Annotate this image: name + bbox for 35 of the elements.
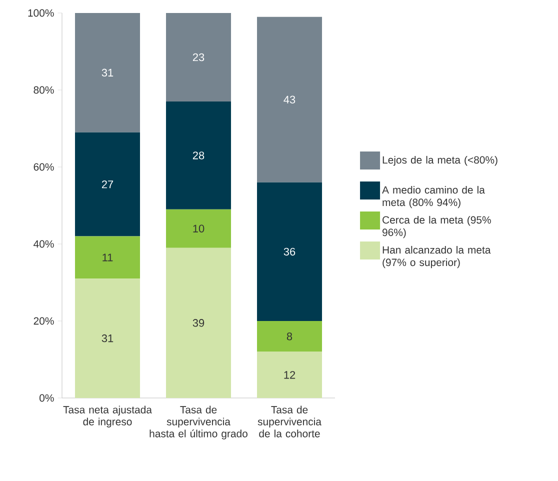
x-tick-label: Tasa de supervivencia de la cohorte bbox=[258, 406, 322, 438]
bar bbox=[75, 132, 140, 236]
bar bbox=[257, 182, 322, 321]
legend-label: A medio camino de la meta (80% 94%) bbox=[382, 186, 485, 208]
data-label: 28 bbox=[192, 152, 204, 160]
bar bbox=[75, 12, 140, 132]
y-tick-label: 80% bbox=[34, 86, 54, 94]
legend-label: Lejos de la meta (<80%) bbox=[382, 156, 498, 166]
bar bbox=[166, 248, 232, 398]
y-tick-label: 40% bbox=[34, 240, 54, 248]
y-tick-label: 60% bbox=[34, 163, 54, 171]
bar bbox=[257, 320, 322, 352]
data-label: 23 bbox=[192, 53, 204, 62]
bar bbox=[75, 236, 140, 279]
legend-label: Cerca de la meta (95% 96%) bbox=[382, 216, 491, 238]
data-label: 43 bbox=[284, 96, 296, 104]
data-label: 39 bbox=[192, 319, 204, 327]
bar bbox=[257, 352, 322, 398]
bar bbox=[166, 102, 232, 210]
data-label: 31 bbox=[102, 334, 114, 342]
bar bbox=[166, 209, 232, 248]
legend-label: Han alcanzado la meta (97% o superior) bbox=[382, 246, 491, 268]
data-label: 36 bbox=[284, 248, 296, 256]
y-tick-label: 100% bbox=[28, 9, 54, 17]
data-label: 11 bbox=[102, 254, 113, 262]
data-label: 27 bbox=[102, 180, 114, 188]
y-tick-label: 20% bbox=[34, 317, 54, 325]
data-label: 10 bbox=[193, 224, 204, 232]
data-label: 12 bbox=[284, 371, 296, 379]
bar bbox=[75, 278, 140, 398]
data-label: 8 bbox=[286, 332, 292, 340]
bar bbox=[257, 16, 322, 182]
y-tick-label: 0% bbox=[40, 394, 54, 402]
bar bbox=[166, 12, 232, 102]
data-label: 31 bbox=[102, 68, 114, 77]
